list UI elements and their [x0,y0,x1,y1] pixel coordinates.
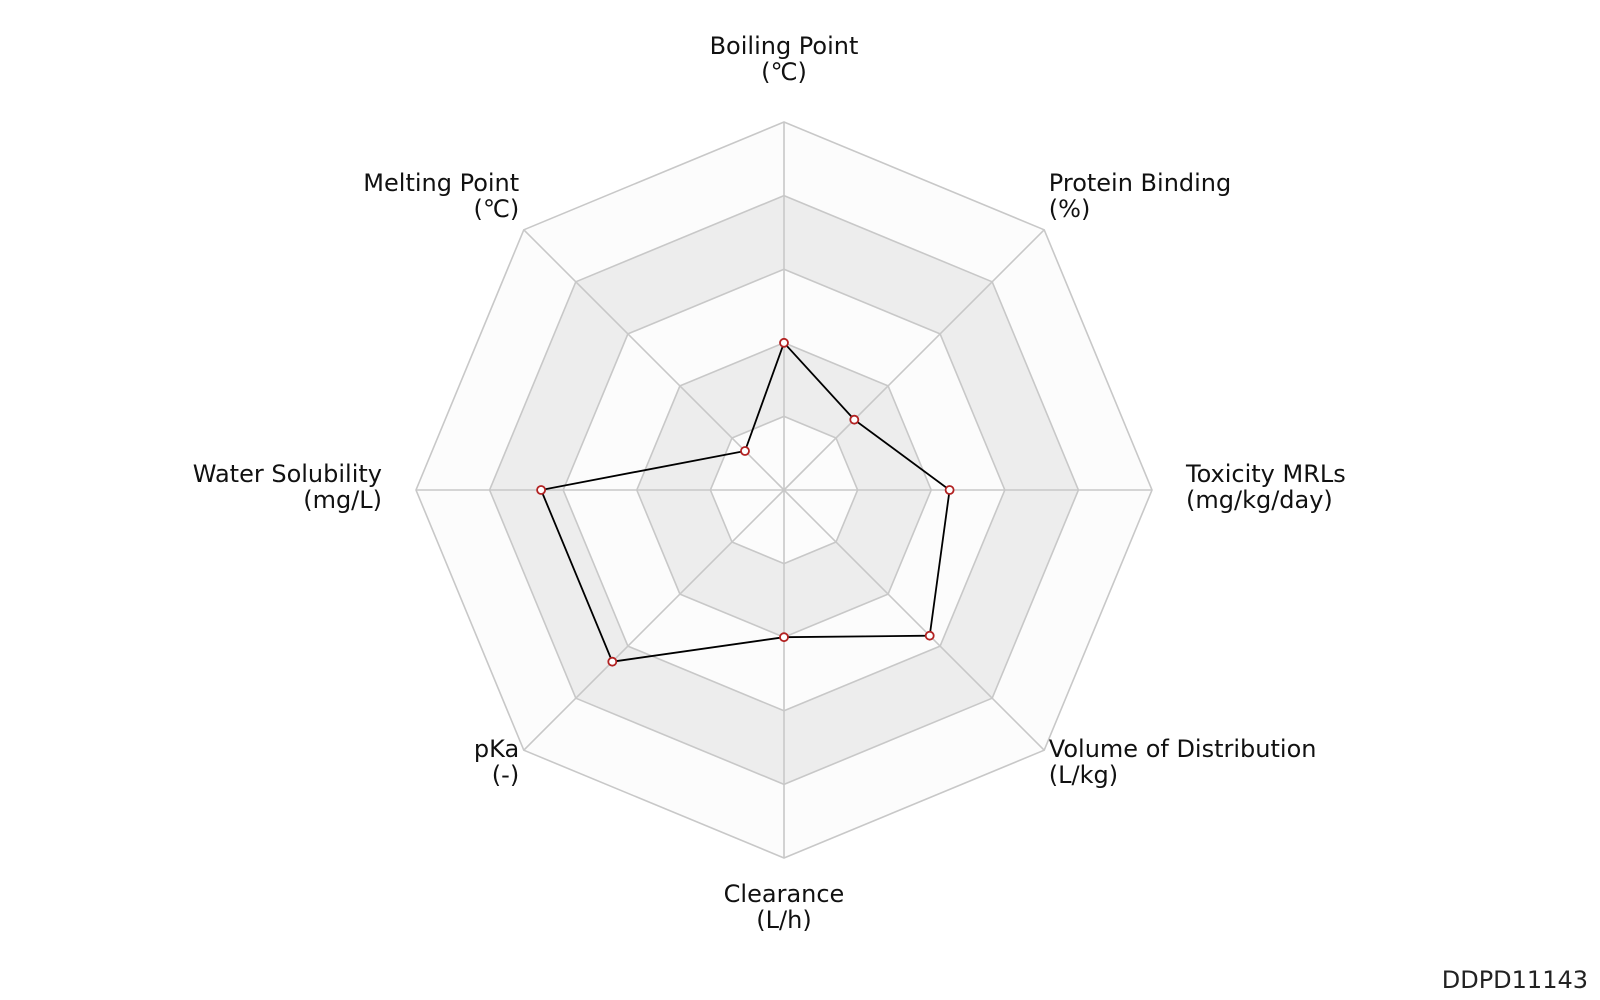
axis-unit-5: (-) [492,761,519,789]
axis-name-4: Clearance [724,880,845,908]
data-point-7 [740,446,750,456]
axis-unit-7: (℃) [474,195,520,223]
axis-label-2: Toxicity MRLs (mg/kg/day) [1185,460,1346,514]
axis-name-2: Toxicity MRLs [1185,460,1346,488]
axis-name-0: Boiling Point [710,32,859,60]
axis-unit-6: (mg/L) [303,486,382,514]
axis-label-5: pKa (-) [474,735,519,789]
axis-name-6: Water Solubility [193,460,382,488]
spoke-1 [783,229,1045,491]
data-point-1 [849,414,860,425]
axis-name-1: Protein Binding [1049,169,1231,197]
axis-unit-3: (L/kg) [1049,761,1118,789]
radar-spokes [416,122,1152,858]
axis-unit-4: (L/h) [756,906,811,934]
axis-label-4: Clearance (L/h) [724,880,845,934]
spoke-7 [523,229,785,491]
chart-id-label: DDPD11143 [1441,966,1588,994]
axis-label-1: Protein Binding (%) [1049,169,1231,223]
axis-label-7: Melting Point (℃) [363,169,519,223]
spoke-3 [783,489,1045,751]
axis-name-3: Volume of Distribution [1049,735,1317,763]
data-point-2 [944,485,955,495]
axis-label-3: Volume of Distribution (L/kg) [1049,735,1317,789]
data-point-3 [924,630,935,641]
axis-label-6: Water Solubility (mg/L) [193,460,382,514]
axis-label-0: Boiling Point (℃) [710,32,859,86]
data-series [536,337,955,667]
axis-name-5: pKa [474,735,519,763]
axis-unit-1: (%) [1049,195,1091,223]
data-point-0 [779,337,789,348]
axis-labels: Boiling Point (℃)Protein Binding (%)Toxici… [193,32,1346,934]
spoke-5 [523,489,785,751]
data-point-4 [779,632,789,643]
axis-unit-2: (mg/kg/day) [1186,486,1333,514]
data-point-6 [536,485,546,495]
axis-name-7: Melting Point [363,169,519,197]
data-point-5 [607,656,618,667]
axis-unit-0: (℃) [761,58,807,86]
